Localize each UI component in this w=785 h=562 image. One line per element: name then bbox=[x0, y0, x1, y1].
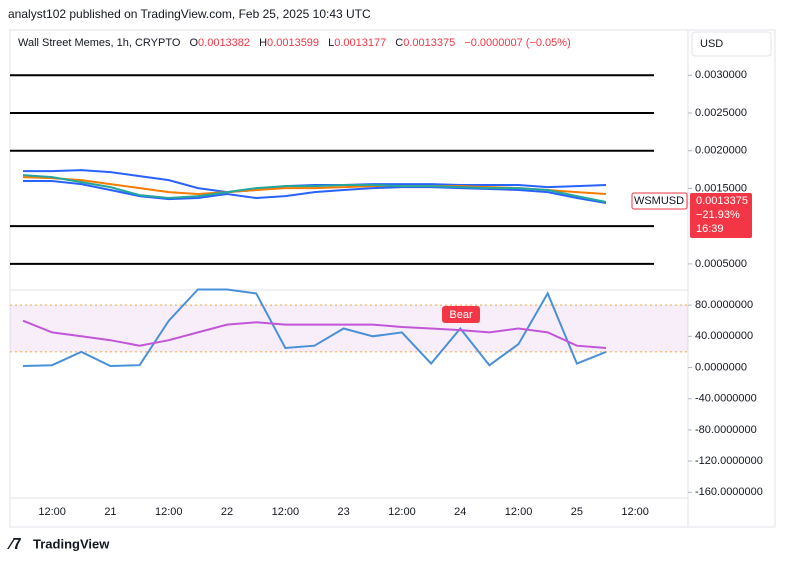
y-tick-label: 80.0000000 bbox=[695, 299, 753, 311]
chart-frame bbox=[9, 29, 776, 528]
x-tick-label: 12:00 bbox=[505, 506, 533, 518]
x-tick-label: 12:00 bbox=[155, 506, 183, 518]
legend-high: 0.0013599 bbox=[267, 37, 319, 49]
x-tick-label: 24 bbox=[454, 506, 466, 518]
series-line bbox=[22, 288, 607, 368]
symbol-tag-text: WSMUSD bbox=[634, 195, 684, 207]
price-tag bbox=[690, 193, 752, 238]
legend-change: −0.0000007 (−0.05%) bbox=[464, 37, 570, 49]
publish-header: analyst102 published on TradingView.com,… bbox=[8, 7, 371, 21]
bear-label-text: Bear bbox=[449, 309, 473, 321]
y-tick-label: -40.0000000 bbox=[695, 393, 757, 405]
x-tick-label: 12:00 bbox=[621, 506, 649, 518]
y-tick-label: 0.0005000 bbox=[695, 258, 747, 270]
symbol-tag bbox=[631, 192, 688, 210]
legend-l-label: L bbox=[328, 37, 334, 49]
x-tick-label: 12:00 bbox=[388, 506, 416, 518]
price-tag-price: 0.0013375 bbox=[696, 195, 748, 207]
series-line bbox=[22, 174, 607, 203]
series-line bbox=[22, 319, 607, 349]
currency: USD bbox=[700, 38, 723, 50]
legend: Wall Street Memes, 1h, CRYPTO O0.0013382… bbox=[18, 37, 571, 49]
x-tick-label: 21 bbox=[104, 506, 116, 518]
legend-symbol: Wall Street Memes, 1h, CRYPTO bbox=[18, 37, 181, 49]
y-tick-label: 0.0025000 bbox=[695, 107, 747, 119]
bear-label bbox=[442, 306, 480, 323]
x-tick-label: 25 bbox=[571, 506, 583, 518]
legend-o-label: O bbox=[189, 37, 198, 49]
series-line bbox=[23, 180, 607, 204]
y-tick-label: 0.0020000 bbox=[695, 145, 747, 157]
price-tag-change: −21.93% bbox=[696, 209, 740, 221]
legend-h-label: H bbox=[259, 37, 267, 49]
footer-brand: TradingView bbox=[33, 536, 110, 551]
x-tick-label: 12:00 bbox=[38, 506, 66, 518]
plot: 0.00300000.00250000.00200000.00150000.00… bbox=[10, 69, 763, 518]
legend-c-label: C bbox=[395, 37, 403, 49]
x-tick-label: 12:00 bbox=[272, 506, 300, 518]
y-tick-label: -120.0000000 bbox=[695, 455, 763, 467]
x-tick-label: 23 bbox=[338, 506, 350, 518]
price-tag-countdown: 16:39 bbox=[696, 223, 724, 235]
y-tick-label: -160.0000000 bbox=[695, 486, 763, 498]
legend-close: 0.0013375 bbox=[403, 37, 455, 49]
x-tick-label: 22 bbox=[221, 506, 233, 518]
y-tick-label: 0.0030000 bbox=[695, 69, 747, 81]
legend-low: 0.0013177 bbox=[334, 37, 386, 49]
series-line bbox=[23, 169, 607, 194]
currency-button[interactable] bbox=[691, 31, 772, 57]
y-tick-label: 40.0000000 bbox=[695, 330, 753, 342]
y-tick-label: 0.0015000 bbox=[695, 182, 747, 194]
y-tick-label: -80.0000000 bbox=[695, 424, 757, 436]
tv-logo: ⁄7 bbox=[7, 536, 22, 553]
y-tick-label: 0.0000000 bbox=[695, 361, 747, 373]
legend-open: 0.0013382 bbox=[198, 37, 250, 49]
oscillator-band bbox=[10, 305, 688, 352]
